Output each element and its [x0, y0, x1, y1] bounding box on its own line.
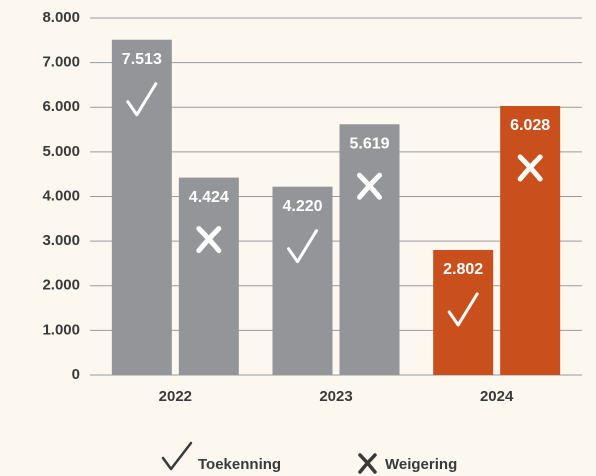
y-tick-label: 4.000 — [42, 187, 80, 204]
y-tick-label: 0 — [72, 366, 80, 383]
check-icon — [287, 229, 318, 264]
bar — [500, 106, 561, 376]
bar — [272, 186, 333, 375]
bar — [178, 177, 239, 375]
value-label: 5.619 — [349, 135, 389, 152]
value-label: 6.028 — [510, 117, 550, 134]
legend-check-icon — [161, 441, 193, 471]
check-icon — [126, 82, 158, 117]
y-tick-label: 8.000 — [42, 9, 80, 26]
check-icon — [447, 292, 479, 327]
bar — [111, 39, 172, 376]
legend-label: Toekenning — [198, 456, 281, 473]
legend-cross-icon — [358, 453, 377, 474]
bar — [339, 124, 400, 375]
value-label: 7.513 — [122, 51, 162, 68]
y-tick-label: 6.000 — [42, 98, 80, 115]
x-tick-label: 2024 — [480, 388, 514, 405]
y-tick-label: 7.000 — [42, 54, 80, 71]
cross-icon — [357, 172, 382, 200]
legend-label: Weigering — [385, 456, 457, 473]
x-tick-label: 2022 — [159, 388, 192, 405]
legend: Toekenning Weigering — [161, 441, 457, 474]
value-label: 2.802 — [443, 261, 483, 278]
bar — [433, 249, 494, 375]
cross-icon — [196, 226, 222, 254]
value-label: 4.220 — [282, 198, 322, 215]
cross-icon — [517, 154, 543, 182]
y-tick-label: 5.000 — [42, 143, 80, 160]
y-tick-label: 1.000 — [42, 321, 80, 338]
value-label: 4.424 — [189, 189, 229, 206]
y-tick-label: 2.000 — [42, 277, 80, 294]
x-tick-label: 2023 — [319, 388, 352, 405]
y-tick-label: 3.000 — [42, 232, 80, 249]
